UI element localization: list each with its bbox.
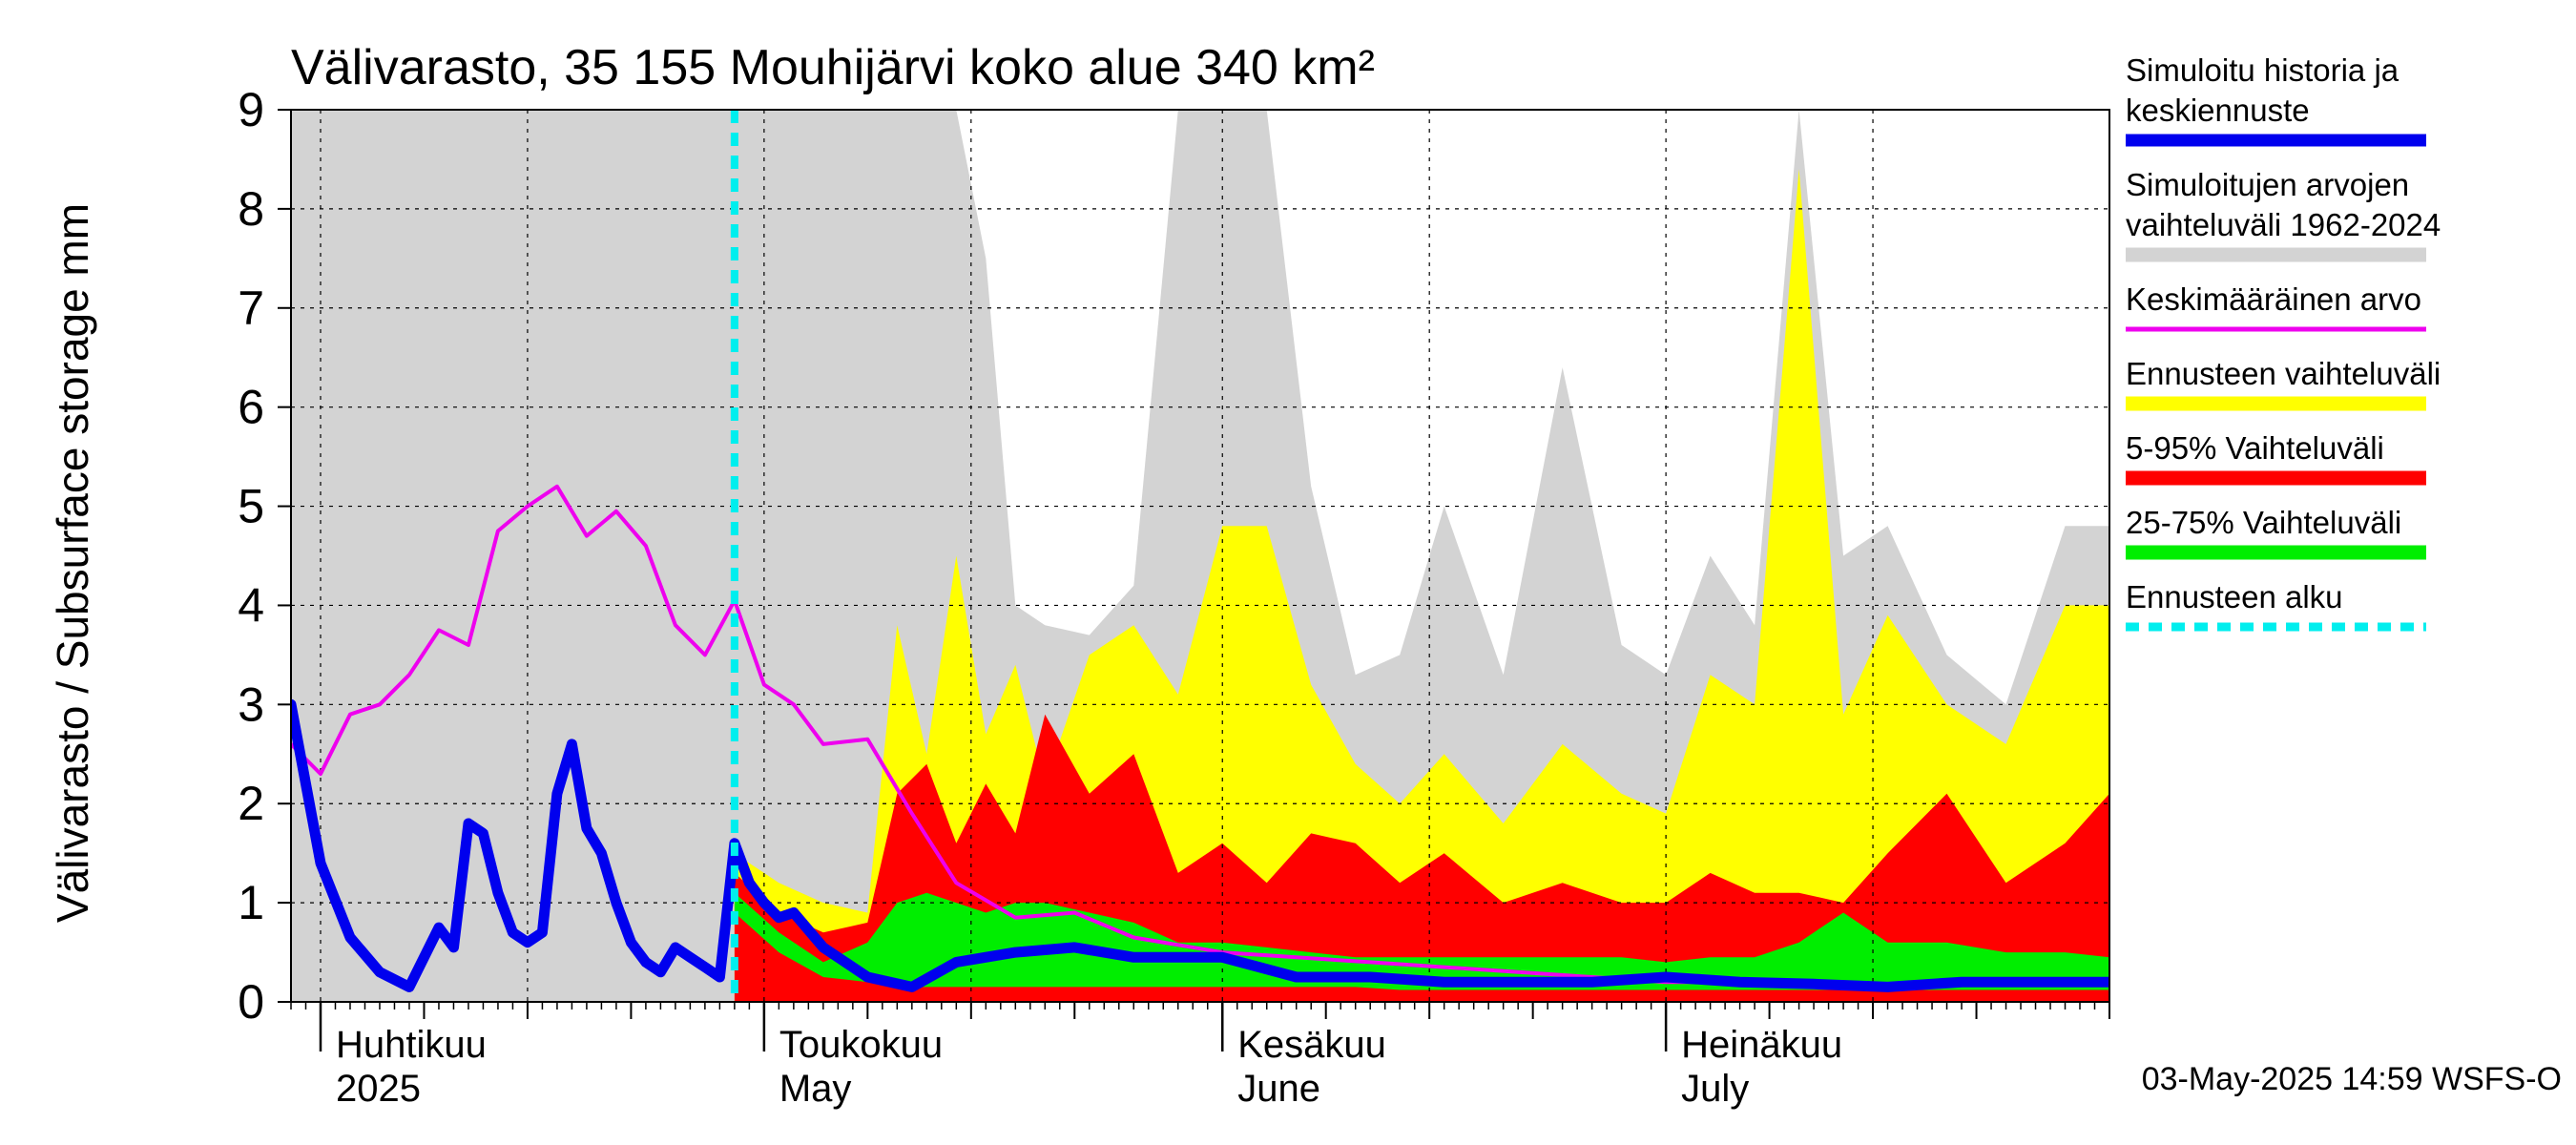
legend: Simuloitu historia jakeskiennusteSimuloi…: [2126, 52, 2441, 632]
y-tick-label: 4: [238, 578, 264, 632]
x-month-sublabel: 2025: [336, 1068, 421, 1110]
legend-item-history-range: Simuloitujen arvojen vaihteluväli 1962-20…: [2126, 167, 2441, 262]
y-tick-label: 1: [238, 876, 264, 929]
x-month-label: Heinäkuu: [1681, 1024, 1842, 1066]
legend-label-2: keskiennuste: [2126, 93, 2310, 128]
y-tick-label: 0: [238, 975, 264, 1029]
legend-item-p5-95: 5-95% Vaihteluväli: [2126, 430, 2426, 486]
y-tick-label: 8: [238, 182, 264, 236]
legend-label: Ennusteen alku: [2126, 579, 2343, 614]
legend-label: Simuloitu historia ja: [2126, 52, 2399, 88]
simulated-line: [291, 698, 2109, 992]
chart-title: Välivarasto, 35 155 Mouhijärvi koko alue…: [291, 40, 1375, 95]
legend-item-mean: Keskimääräinen arvo: [2126, 281, 2426, 332]
x-month-label: Toukokuu: [779, 1024, 943, 1066]
legend-item-p25-75: 25-75% Vaihteluväli: [2126, 505, 2426, 560]
y-tick-label: 6: [238, 381, 264, 434]
grid-layer: [291, 110, 2109, 1002]
x-month-label: Kesäkuu: [1237, 1024, 1386, 1066]
legend-label: 25-75% Vaihteluväli: [2126, 505, 2401, 540]
y-tick-label: 5: [238, 480, 264, 533]
legend-label: Ennusteen vaihteluväli: [2126, 356, 2441, 391]
legend-item-forecast-range: Ennusteen vaihteluväli: [2126, 356, 2441, 411]
y-axis-label: Välivarasto / Subsurface storage mm: [48, 203, 97, 923]
series-layer: [291, 110, 2109, 1002]
x-month-sublabel: July: [1681, 1068, 1749, 1110]
legend-item-forecast-start: Ennusteen alku: [2126, 579, 2426, 632]
y-tick-label: 3: [238, 677, 264, 731]
legend-item-simulated: Simuloitu historia ja keskiennuste: [2126, 52, 2426, 147]
legend-label: Simuloitujen arvojen: [2126, 167, 2409, 202]
y-tick-label: 2: [238, 777, 264, 830]
legend-label-2: vaihteluväli 1962-2024: [2126, 207, 2441, 242]
legend-label: Keskimääräinen arvo: [2126, 281, 2421, 317]
x-month-sublabel: May: [779, 1068, 852, 1110]
y-axis: 0 1 2 3 4 5 6 7 8 9: [238, 83, 291, 1029]
timestamp-label: 03-May-2025 14:59 WSFS-O: [2142, 1061, 2562, 1097]
legend-label: 5-95% Vaihteluväli: [2126, 430, 2384, 466]
x-month-label: Huhtikuu: [336, 1024, 487, 1066]
x-month-sublabel: June: [1237, 1068, 1320, 1110]
history-range-band: [291, 110, 2109, 1002]
plot-frame: [290, 109, 2110, 1003]
line-layer: [291, 110, 2109, 1002]
y-tick-label: 7: [238, 281, 264, 335]
y-tick-label: 9: [238, 83, 264, 136]
p25-75-band: [734, 892, 2109, 990]
